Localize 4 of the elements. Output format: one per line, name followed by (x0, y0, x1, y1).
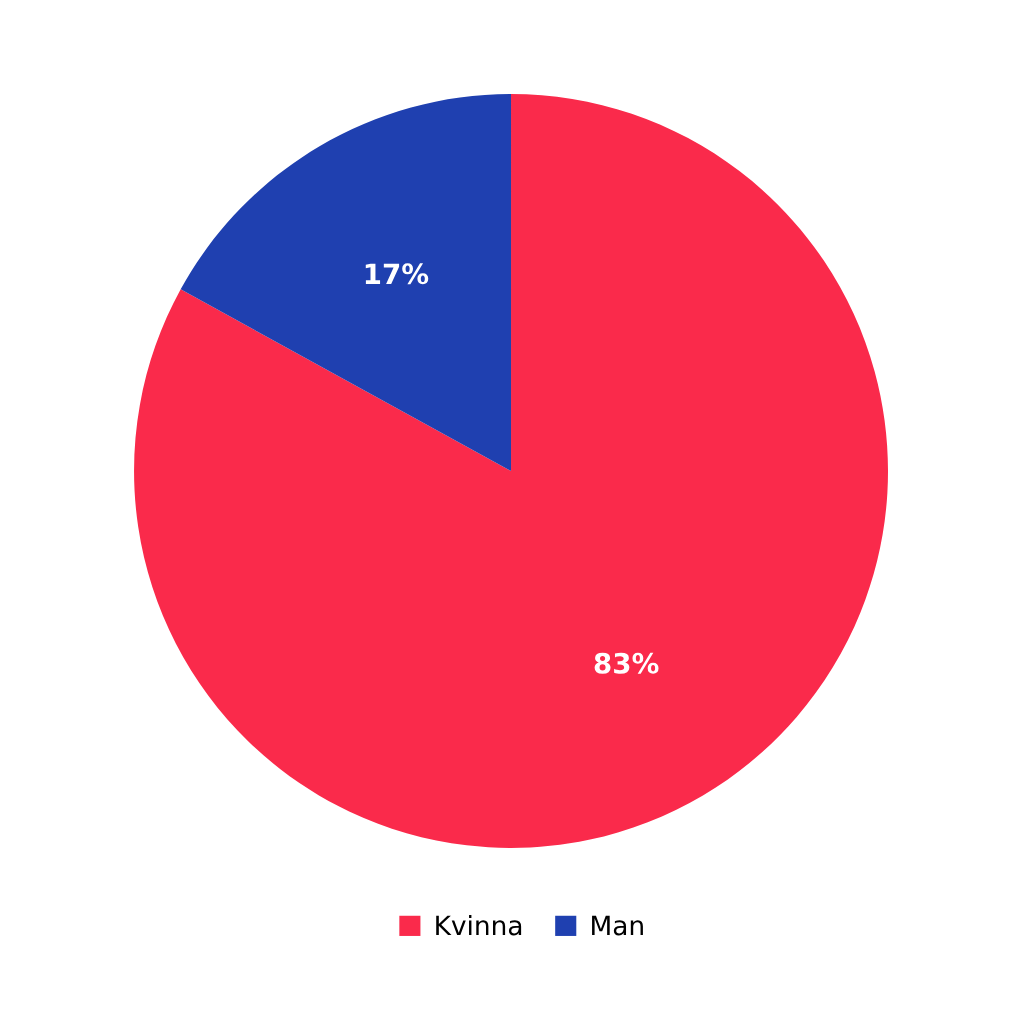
data-label: 83% (594, 652, 659, 674)
legend-label: Man (592, 915, 643, 936)
legend-label: Kvinna (436, 914, 522, 936)
data-label: 17% (365, 263, 429, 285)
